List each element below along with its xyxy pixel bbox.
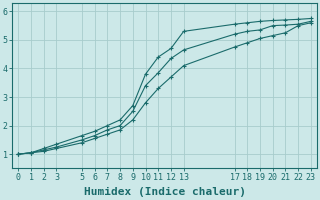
X-axis label: Humidex (Indice chaleur): Humidex (Indice chaleur) xyxy=(84,187,245,197)
